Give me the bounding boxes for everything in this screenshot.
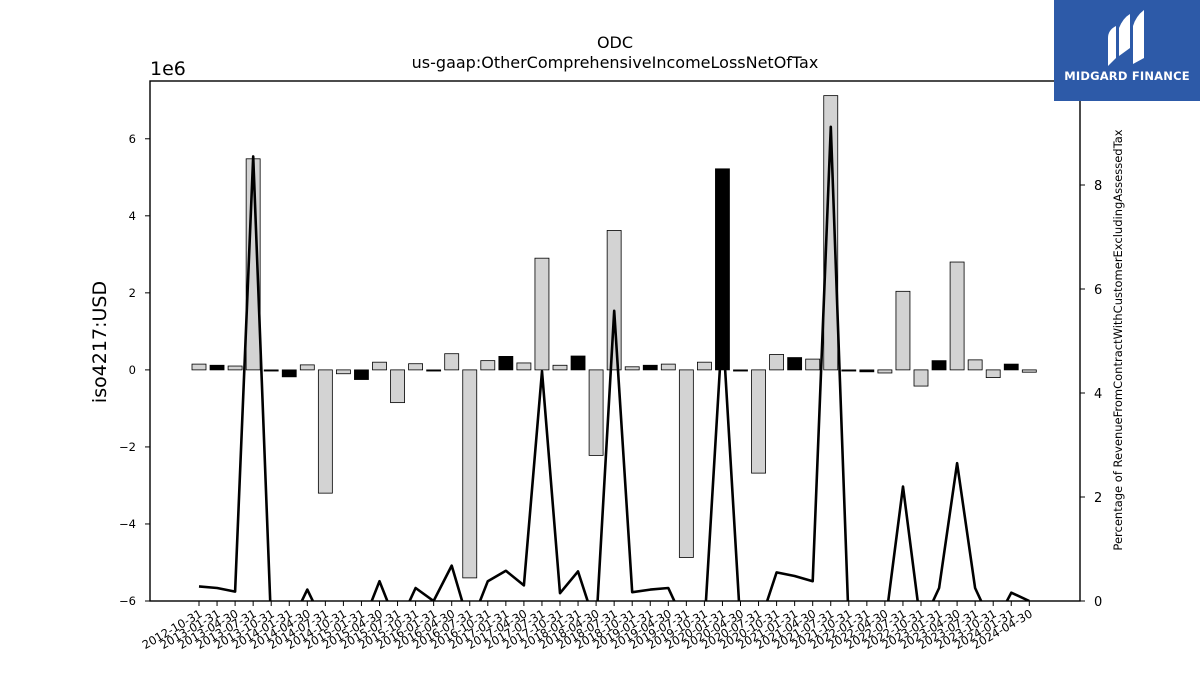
y2-tick-label: 0	[1094, 595, 1102, 610]
bar-2019-01-31	[642, 364, 658, 371]
bar-2014-01-31	[281, 369, 297, 378]
bar-2015-04-30	[372, 361, 387, 371]
chart-subtitle: us-gaap:OtherComprehensiveIncomeLossNetO…	[412, 53, 819, 72]
bar-2014-04-30	[299, 364, 315, 371]
chart-title: ODC	[597, 33, 633, 52]
y-tick-label: 6	[129, 132, 136, 146]
bar-2017-07-31	[534, 257, 550, 371]
y-axis-label: iso4217:USD	[89, 281, 111, 403]
bar-2019-07-31	[678, 369, 694, 558]
bar-2024-04-30	[1021, 369, 1037, 373]
bar-2013-10-31	[263, 369, 279, 372]
bar-2019-04-30	[660, 363, 676, 371]
bar-2021-07-31	[823, 95, 839, 371]
bar-2021-10-31	[841, 369, 857, 372]
bar-2022-04-30	[877, 369, 893, 374]
y-tick-label: 2	[129, 286, 136, 300]
bars-layer	[191, 95, 1037, 579]
y-tick-label: −2	[119, 440, 136, 454]
y-multiplier-label: 1e6	[150, 58, 186, 80]
bar-2019-10-31	[697, 361, 712, 371]
bar-2024-01-31	[1003, 363, 1019, 371]
brand-name: MIDGARD FINANCE	[1064, 69, 1190, 83]
brand-logo: MIDGARD FINANCE	[1054, 0, 1200, 101]
bar-2017-01-31	[498, 356, 514, 371]
bar-2020-01-31	[715, 168, 730, 371]
bar-2013-04-30	[227, 365, 243, 371]
bar-2017-04-30	[516, 362, 532, 371]
bar-2021-01-31	[787, 357, 803, 371]
bar-2016-10-31	[480, 360, 496, 371]
y2-tick-label: 6	[1094, 283, 1102, 298]
plot-frame	[149, 80, 1081, 602]
bar-2022-01-31	[859, 369, 875, 373]
bar-2020-04-30	[733, 369, 748, 372]
bar-2016-07-31	[462, 369, 478, 579]
bar-2020-07-31	[751, 369, 766, 474]
bar-2017-10-31	[552, 364, 568, 371]
midgard-logo-icon	[1108, 10, 1144, 66]
bar-2016-04-30	[444, 353, 460, 371]
bar-2022-07-31	[895, 290, 911, 371]
y-tick-label: 4	[129, 209, 136, 223]
bar-2021-04-30	[805, 358, 821, 371]
bar-2015-10-31	[408, 363, 424, 371]
y-tick-label: −4	[119, 517, 136, 531]
y-tick-label: 0	[129, 363, 136, 377]
bar-2020-10-31	[769, 354, 784, 371]
bar-2013-01-31	[209, 364, 225, 371]
bar-2018-04-30	[588, 369, 604, 456]
bar-2015-01-31	[354, 369, 369, 380]
y-tick-label: −6	[119, 594, 136, 608]
bar-2012-10-31	[191, 363, 207, 371]
y2-tick-label: 2	[1094, 491, 1102, 506]
y2-tick-label: 8	[1094, 179, 1102, 194]
axes-layer: −6−4−20246024682012-10-312013-01-312013-…	[119, 80, 1102, 652]
bar-2018-01-31	[570, 355, 586, 371]
bar-2023-10-31	[985, 369, 1001, 378]
bar-2023-01-31	[931, 360, 947, 371]
bar-2022-10-31	[913, 369, 929, 387]
bar-2015-07-31	[390, 369, 405, 404]
bar-2014-10-31	[335, 369, 351, 375]
bar-2018-10-31	[624, 366, 640, 371]
bar-2023-07-31	[967, 359, 983, 371]
y2-tick-label: 4	[1094, 387, 1102, 402]
y2-axis-label: Percentage of RevenueFromContractWithCus…	[1111, 129, 1125, 550]
bar-2023-04-30	[949, 261, 965, 371]
bar-2018-07-31	[606, 230, 622, 371]
bar-2014-07-31	[317, 369, 333, 494]
percentage-line	[198, 125, 1030, 601]
line-layer	[198, 125, 1030, 601]
bar-2016-01-31	[426, 369, 442, 372]
